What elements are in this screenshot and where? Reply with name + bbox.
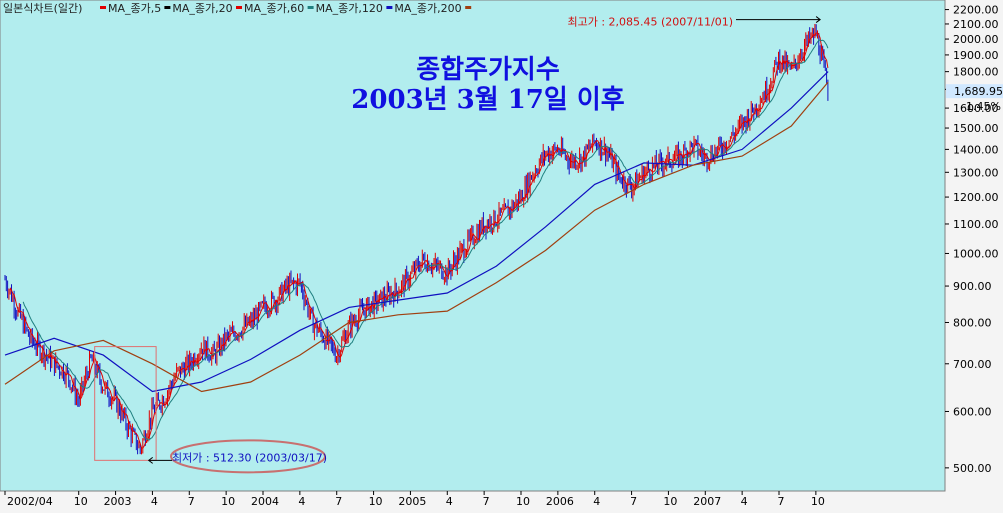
y-tick-label-14: 1900.00 xyxy=(953,49,999,62)
y-tick-label-7: 1200.00 xyxy=(953,191,999,204)
x-tick-label-17: 10 xyxy=(663,495,677,508)
legend-swatch-4 xyxy=(386,6,393,9)
high-price-annotation: 최고가 : 2,085.45 (2007/11/01) xyxy=(567,16,821,29)
legend-swatch-5 xyxy=(465,6,472,9)
x-tick-label-8: 7 xyxy=(335,495,342,508)
y-tick-label-8: 1300.00 xyxy=(953,166,999,179)
y-tick-label-6: 1100.00 xyxy=(953,218,999,231)
x-axis: 2002/04 10 2003 4 7 10 2004 4 7 10 2005 4 7 10 2006 4 7 1… xyxy=(0,490,945,508)
indicator-legend: 일본식차트(일간) MA_종가,5 MA_종가,20 MA_종가,60 MA_종가,1… xyxy=(3,1,472,15)
legend-swatch-0 xyxy=(100,6,106,9)
x-tick-label-10: 2005 xyxy=(398,495,426,508)
high-price-label: 최고가 : 2,085.45 (2007/11/01) xyxy=(567,16,733,29)
chart-subtitle: 2003년 3월 17일 이후 xyxy=(351,85,624,115)
y-tick-label-11: 1600.00 xyxy=(953,102,999,115)
x-tick-label-9: 10 xyxy=(369,495,383,508)
y-tick-label-13: 1800.00 xyxy=(953,66,999,79)
low-price-arrow xyxy=(147,456,172,464)
chart-title: 종합주가지수 xyxy=(416,55,560,85)
x-tick-label-4: 7 xyxy=(188,495,195,508)
legend-swatch-1 xyxy=(164,6,171,9)
y-tick-label-1: 600.00 xyxy=(953,405,992,418)
chart-type-label: 일본식차트(일간) xyxy=(3,1,82,15)
current-change-label: -1.45% xyxy=(962,100,1001,113)
y-tick-label-10: 1500.00 xyxy=(953,122,999,135)
x-tick-label-20: 7 xyxy=(778,495,785,508)
x-tick-label-6: 2004 xyxy=(251,495,279,508)
x-tick-label-0: 2002/04 xyxy=(7,495,53,508)
y-tick-label-4: 900.00 xyxy=(953,280,992,293)
low-zone-box xyxy=(94,346,157,461)
x-tick-label-11: 4 xyxy=(446,495,453,508)
ma200-line xyxy=(4,81,829,393)
legend-label-4: MA_종가,200 xyxy=(394,2,461,15)
legend-label-2: MA_종가,60 xyxy=(244,2,304,15)
legend-label-3: MA_종가,120 xyxy=(316,2,383,15)
legend-label-0: MA_종가,5 xyxy=(108,2,161,15)
legend-swatch-2 xyxy=(236,6,242,9)
ma5-line xyxy=(9,32,829,449)
x-tick-label-7: 4 xyxy=(298,495,305,508)
x-tick-label-2: 2003 xyxy=(104,495,132,508)
current-price-box xyxy=(946,84,1003,99)
legend-swatch-3 xyxy=(307,6,314,9)
moving-average-lines xyxy=(4,32,829,449)
low-price-label: 최저가 : 512.30 (2003/03/17) xyxy=(172,451,327,464)
current-price-label: 1,689.95 xyxy=(954,85,1003,98)
x-tick-label-5: 10 xyxy=(221,495,235,508)
current-price-marker: 1,689.95 -1.45% xyxy=(946,84,1003,113)
x-tick-label-18: 2007 xyxy=(693,495,721,508)
y-axis: 500.00 600.00 700.00 800.00 900.00 1000.00 110… xyxy=(945,4,999,475)
x-tick-label-19: 4 xyxy=(741,495,748,508)
ma20-line xyxy=(22,39,829,441)
y-tick-label-5: 1000.00 xyxy=(953,247,999,260)
x-tick-label-15: 4 xyxy=(593,495,600,508)
y-tick-label-15: 2000.00 xyxy=(953,33,999,46)
x-tick-label-14: 2006 xyxy=(546,495,574,508)
x-tick-label-13: 10 xyxy=(516,495,530,508)
x-tick-label-12: 7 xyxy=(483,495,490,508)
x-tick-label-21: 10 xyxy=(811,495,825,508)
x-tick-label-1: 10 xyxy=(74,495,88,508)
high-price-arrow xyxy=(736,16,821,23)
low-price-highlight-ellipse xyxy=(170,439,326,474)
plot-area[interactable] xyxy=(0,0,946,492)
y-tick-label-2: 700.00 xyxy=(953,358,992,371)
x-tick-label-3: 4 xyxy=(151,495,158,508)
y-tick-label-9: 1400.00 xyxy=(953,143,999,156)
y-tick-label-16: 2100.00 xyxy=(953,18,999,31)
ma120-line xyxy=(4,71,829,393)
x-tick-label-16: 7 xyxy=(630,495,637,508)
y-tick-label-3: 800.00 xyxy=(953,316,992,329)
legend-label-1: MA_종가,20 xyxy=(172,2,232,15)
y-tick-label-17: 2200.00 xyxy=(953,4,999,17)
low-price-annotation: 최저가 : 512.30 (2003/03/17) xyxy=(147,439,327,474)
y-tick-label-0: 500.00 xyxy=(953,462,992,475)
